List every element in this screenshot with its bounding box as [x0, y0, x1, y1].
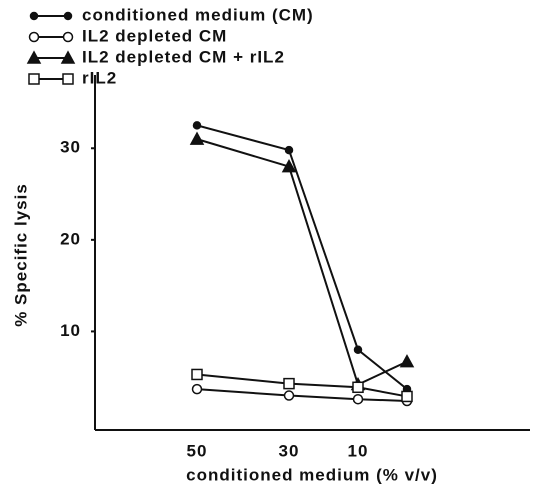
legend-label: rIL2	[82, 68, 117, 87]
point	[283, 377, 295, 390]
point	[352, 381, 364, 394]
y-tick-label: 30	[60, 138, 81, 157]
series-line	[196, 388, 408, 403]
point	[28, 31, 40, 43]
point	[191, 383, 203, 395]
point	[283, 390, 295, 401]
y-tick-label: 10	[60, 321, 81, 340]
point	[281, 159, 297, 173]
point	[352, 393, 364, 405]
x-tick-label: 30	[279, 441, 300, 460]
legend-label: IL2 depleted CM + rIL2	[82, 47, 285, 66]
x-tick-label: 10	[348, 441, 369, 460]
point	[62, 73, 74, 85]
legend-label: IL2 depleted CM	[82, 26, 227, 45]
point	[191, 368, 203, 381]
point	[401, 390, 413, 403]
point	[28, 73, 40, 85]
point	[60, 50, 76, 64]
point	[284, 145, 294, 155]
point	[26, 50, 42, 64]
point	[399, 354, 415, 368]
x-axis-label: conditioned medium (% v/v)	[186, 465, 438, 484]
point	[29, 11, 39, 21]
point	[189, 131, 205, 145]
series-line	[196, 124, 408, 390]
point	[192, 121, 202, 130]
point	[62, 31, 74, 43]
series-line	[196, 138, 408, 386]
y-axis-label: % Specific lysis	[11, 183, 30, 327]
point	[353, 345, 363, 354]
point	[63, 11, 73, 21]
legend-label: conditioned medium (CM)	[82, 5, 314, 24]
x-tick-label: 50	[187, 441, 208, 460]
y-tick-label: 20	[60, 229, 81, 248]
series-line	[196, 373, 408, 398]
